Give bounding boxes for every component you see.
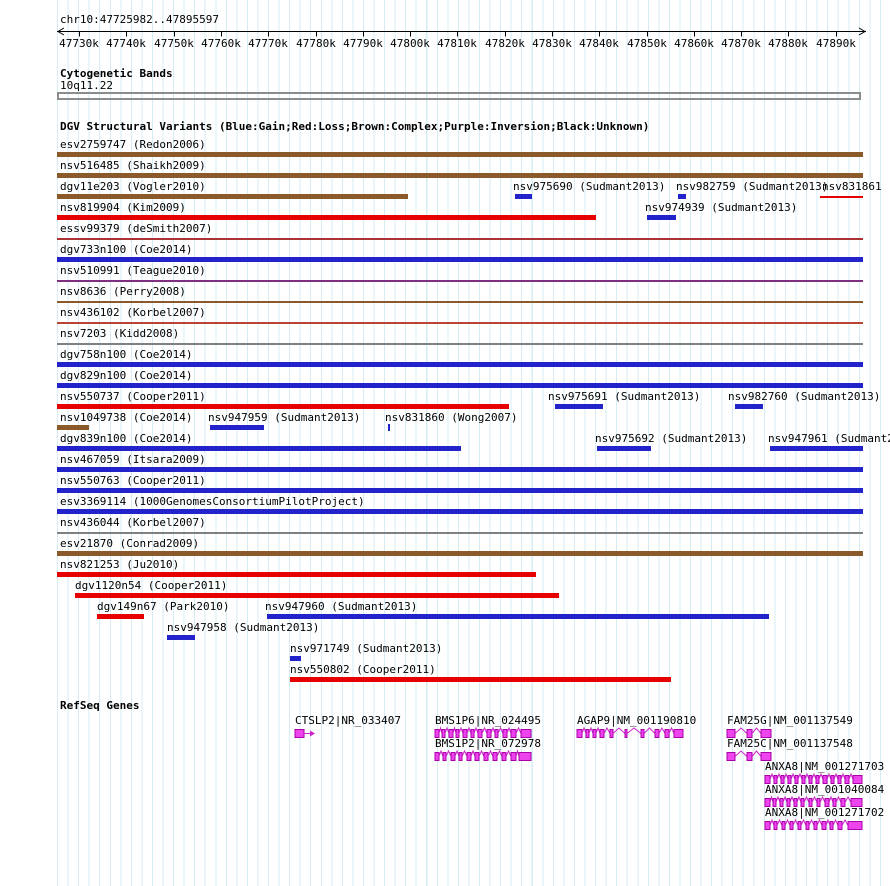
ruler-right-arrow-icon xyxy=(858,27,866,36)
region-coordinates: chr10:47725982..47895597 xyxy=(60,13,219,26)
grid-stripes xyxy=(57,0,890,886)
cytoband-section-title: Cytogenetic Bands xyxy=(60,67,173,80)
refseq-section-title: RefSeq Genes xyxy=(60,699,140,712)
ruler-left-arrow-icon xyxy=(57,27,65,36)
cytoband-bar[interactable] xyxy=(57,92,861,100)
dgv-section-title: DGV Structural Variants (Blue:Gain;Red:L… xyxy=(60,120,650,133)
ruler[interactable] xyxy=(0,26,890,39)
cytoband-label: 10q11.22 xyxy=(60,79,113,92)
